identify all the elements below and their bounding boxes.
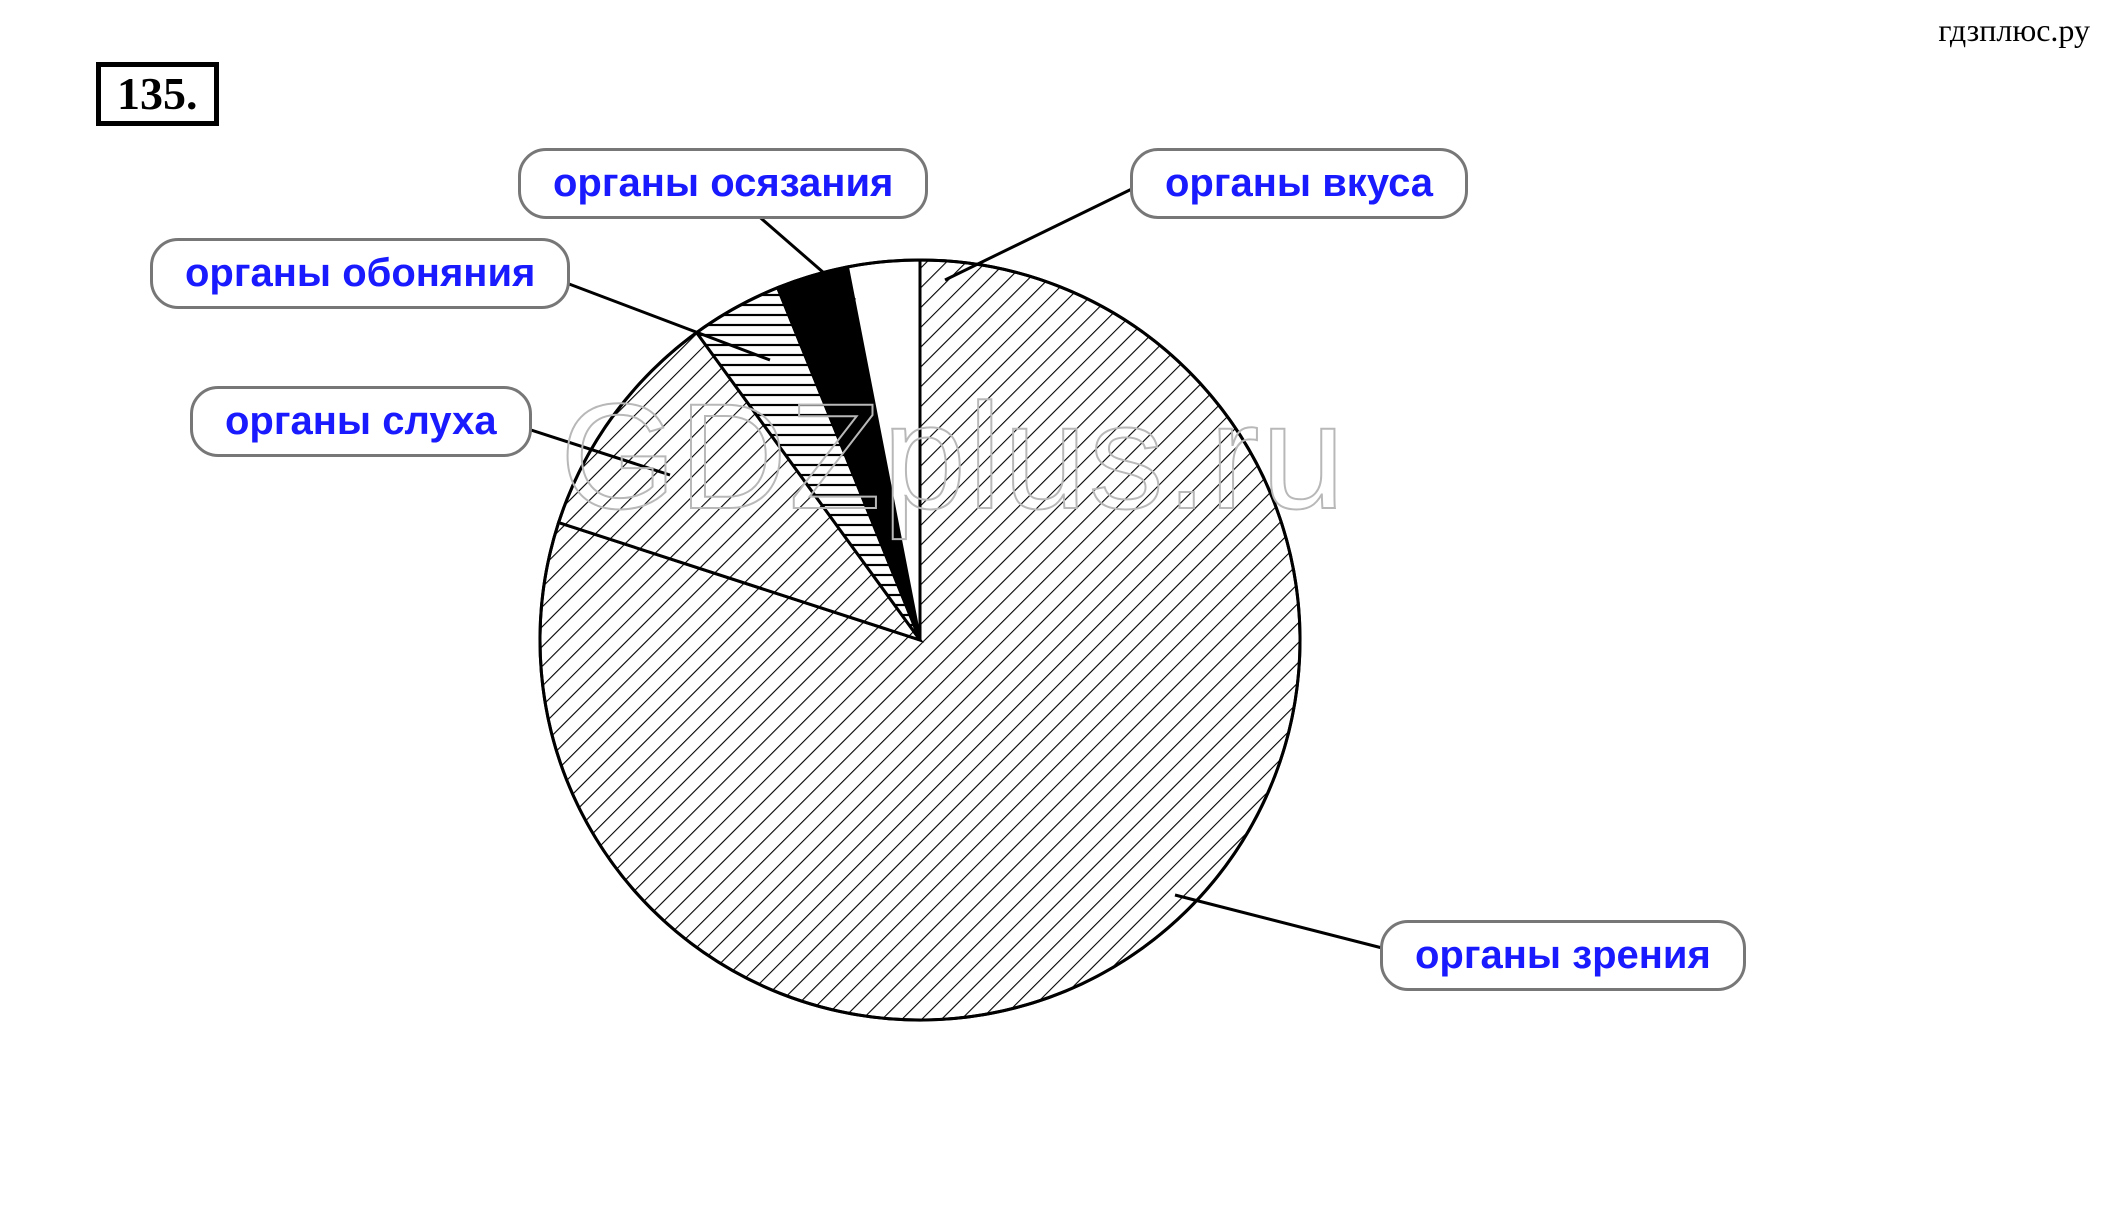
leader-line: [1175, 895, 1390, 950]
label-smell: органы обоняния: [150, 238, 570, 309]
leader-line: [945, 185, 1140, 280]
label-vision: органы зрения: [1380, 920, 1746, 991]
pie-chart-svg: [0, 0, 2120, 1216]
chart-container: [0, 0, 2120, 1216]
label-taste: органы вкуса: [1130, 148, 1468, 219]
label-hearing: органы слуха: [190, 386, 532, 457]
label-touch: органы осязания: [518, 148, 928, 219]
